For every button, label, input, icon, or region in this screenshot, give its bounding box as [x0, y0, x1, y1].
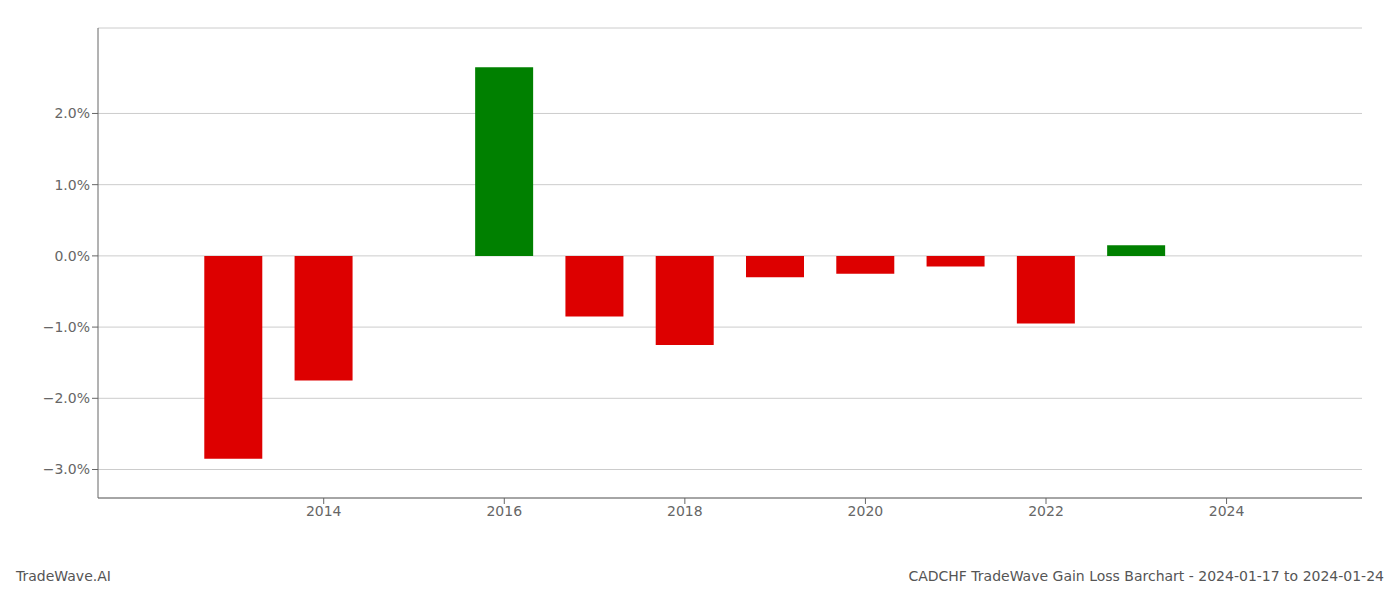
- svg-text:2.0%: 2.0%: [54, 105, 90, 121]
- svg-text:2014: 2014: [306, 503, 342, 519]
- svg-text:−3.0%: −3.0%: [43, 461, 90, 477]
- svg-text:2016: 2016: [486, 503, 522, 519]
- svg-text:2024: 2024: [1209, 503, 1245, 519]
- svg-text:−1.0%: −1.0%: [43, 319, 90, 335]
- svg-text:0.0%: 0.0%: [54, 248, 90, 264]
- svg-text:2022: 2022: [1028, 503, 1064, 519]
- svg-text:2018: 2018: [667, 503, 703, 519]
- svg-text:2020: 2020: [848, 503, 884, 519]
- svg-text:−2.0%: −2.0%: [43, 390, 90, 406]
- html-text:CADCHF TradeWave Gain Loss Bar: CADCHF TradeWave Gain Loss Barchart - 20…: [908, 568, 1384, 584]
- svg-text:1.0%: 1.0%: [54, 177, 90, 193]
- html-text:TradeWave.AI: TradeWave.AI: [16, 568, 111, 584]
